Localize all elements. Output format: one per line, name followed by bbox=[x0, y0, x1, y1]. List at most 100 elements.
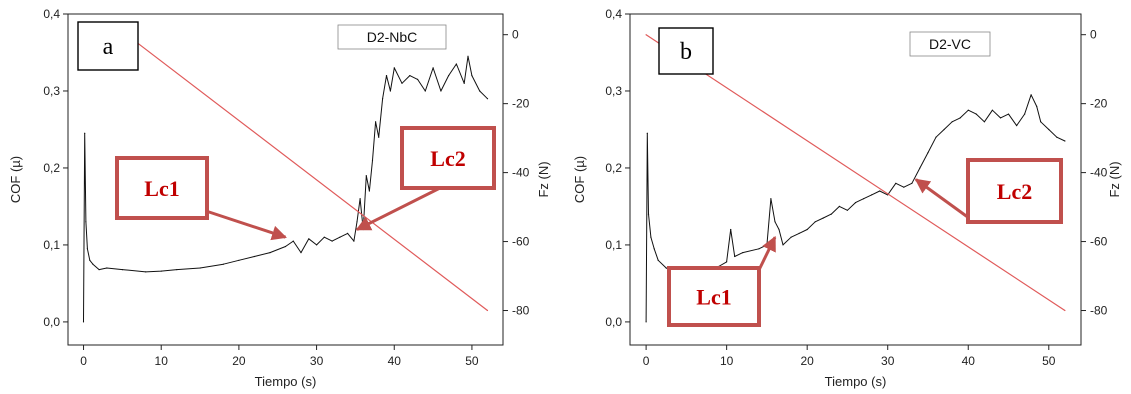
x-tick-label: 10 bbox=[155, 354, 169, 368]
x-axis-label: Tiempo (s) bbox=[825, 374, 887, 389]
cof-data-point bbox=[991, 109, 993, 111]
cof-data-point bbox=[951, 121, 953, 123]
cof-data-point bbox=[911, 182, 913, 184]
cof-data-point bbox=[734, 255, 736, 258]
cof-data-point bbox=[253, 255, 255, 258]
cof-data-point bbox=[176, 269, 178, 271]
cof-data-point bbox=[353, 240, 355, 242]
cof-data-point bbox=[758, 248, 760, 250]
cof-data-point bbox=[782, 244, 784, 246]
cof-data-point bbox=[645, 321, 647, 323]
y2-axis-label: Fz (N) bbox=[536, 161, 551, 197]
cof-data-point bbox=[417, 78, 419, 80]
cof-data-point bbox=[199, 267, 201, 269]
cof-data-point bbox=[871, 194, 873, 196]
y-tick-label: 0,0 bbox=[43, 315, 60, 329]
cof-data-point bbox=[238, 259, 240, 261]
cof-data-point bbox=[742, 252, 744, 254]
annotation-label: Lc1 bbox=[144, 176, 179, 201]
cof-data-point bbox=[822, 217, 824, 219]
y-tick-label: 0,0 bbox=[605, 315, 622, 329]
x-tick-label: 20 bbox=[800, 354, 814, 368]
cof-data-point bbox=[121, 269, 123, 271]
panel-letter-box bbox=[77, 21, 139, 71]
cof-data-point bbox=[339, 236, 341, 238]
sample-label-box bbox=[909, 31, 991, 57]
cof-data-point bbox=[393, 67, 395, 69]
cof-data-point bbox=[1024, 113, 1026, 115]
cof-data-point bbox=[770, 198, 772, 200]
cof-data-point bbox=[778, 228, 780, 231]
cof-data-point bbox=[1048, 128, 1050, 131]
cof-data-point bbox=[382, 98, 384, 100]
cof-data-point bbox=[359, 198, 361, 200]
cof-data-point bbox=[89, 259, 91, 261]
y-tick-label: 0,3 bbox=[605, 84, 622, 98]
cof-data-point bbox=[806, 228, 808, 231]
chart-panel-a: 0 10 20 30 40 50 0,0 0,1 0,2 0,3 0,4 -80 -60 -40 -20 0 T… bbox=[8, 7, 551, 389]
cof-data-point bbox=[927, 152, 929, 154]
cof-data-point bbox=[479, 90, 481, 92]
cof-data-point bbox=[919, 167, 921, 169]
cof-data-point bbox=[145, 271, 147, 273]
cof-data-point bbox=[409, 75, 411, 77]
cof-data-point bbox=[106, 267, 108, 269]
annotation-box bbox=[966, 158, 1063, 224]
plot-frame bbox=[629, 13, 1082, 346]
x-tick-label: 50 bbox=[1042, 354, 1056, 368]
cof-data-point bbox=[284, 245, 287, 248]
y2-tick-label: -60 bbox=[512, 235, 530, 249]
y-tick-label: 0,1 bbox=[43, 238, 60, 252]
cof-data-point bbox=[448, 75, 450, 77]
cof-data-point bbox=[903, 186, 905, 188]
cof-data-point bbox=[292, 240, 294, 242]
cof-data-point bbox=[1016, 125, 1018, 127]
cof-data-point bbox=[657, 259, 659, 261]
cof-data-point bbox=[362, 228, 364, 231]
annotation-box bbox=[400, 126, 496, 190]
cof-data-point bbox=[356, 221, 358, 223]
cof-series-line bbox=[83, 55, 488, 322]
cof-data-point bbox=[959, 117, 961, 119]
cof-data-point bbox=[895, 182, 897, 184]
cof-data-point bbox=[222, 263, 224, 265]
y-tick-label: 0,3 bbox=[43, 84, 60, 98]
cof-data-point bbox=[424, 90, 426, 92]
cof-data-point bbox=[316, 244, 318, 246]
y2-tick-label: -60 bbox=[1090, 235, 1108, 249]
annotation-label: Lc2 bbox=[430, 146, 465, 171]
cof-data-point bbox=[463, 82, 465, 84]
cof-data-point bbox=[389, 90, 391, 92]
cof-data-point bbox=[92, 263, 94, 265]
sample-label-box bbox=[337, 24, 447, 50]
x-tick-label: 40 bbox=[962, 354, 976, 368]
x-tick-label: 30 bbox=[310, 354, 324, 368]
cof-data-point bbox=[790, 236, 792, 238]
cof-data-point bbox=[774, 221, 776, 223]
chart-panel-b: 0 10 20 30 40 50 0,0 0,1 0,2 0,3 0,4 -80 -60 -40 -20 0 T… bbox=[572, 7, 1122, 389]
cof-data-point bbox=[98, 269, 100, 271]
cof-data-point bbox=[368, 190, 370, 192]
annotation-arrow bbox=[914, 178, 970, 220]
cof-data-point bbox=[84, 132, 86, 134]
y2-tick-label: 0 bbox=[512, 28, 519, 42]
y-tick-label: 0,2 bbox=[43, 161, 60, 175]
x-tick-label: 30 bbox=[881, 354, 895, 368]
cof-data-point bbox=[975, 113, 977, 115]
cof-data-point bbox=[160, 270, 162, 272]
cof-data-point bbox=[838, 205, 840, 207]
cof-data-point bbox=[726, 261, 728, 263]
cof-data-point bbox=[653, 248, 655, 250]
panel-letter: b bbox=[680, 39, 692, 65]
cof-data-point bbox=[371, 159, 374, 161]
annotation-arrow bbox=[355, 186, 441, 231]
cof-data-point bbox=[766, 244, 768, 246]
cof-data-point bbox=[983, 121, 985, 123]
x-tick-label: 40 bbox=[388, 354, 402, 368]
fz-data-point bbox=[1064, 309, 1066, 312]
sample-label: D2-NbC bbox=[367, 29, 418, 45]
fz-data-point bbox=[645, 34, 647, 36]
cof-data-point bbox=[323, 236, 325, 238]
cof-data-point bbox=[943, 128, 945, 131]
cof-data-point bbox=[269, 252, 271, 254]
